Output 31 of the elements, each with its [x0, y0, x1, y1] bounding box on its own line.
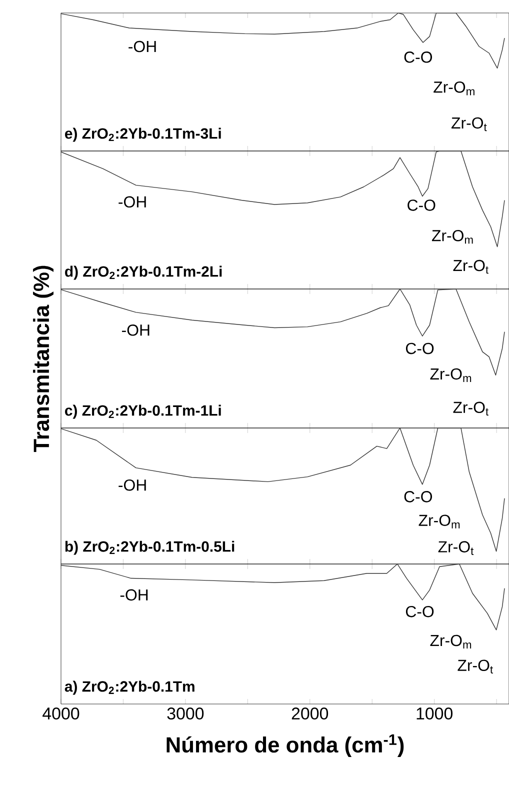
x-tick-label: 2000 [292, 708, 328, 720]
annotation: C-O [406, 606, 434, 618]
annotation: Zr-O$_{m}$ [430, 634, 471, 649]
x-tick-label: 1000 [416, 708, 452, 720]
text: e) ZrO$_{2}$:2Yb-0.1Tm-3Li [64, 128, 221, 142]
annotation: Zr-O$_{t}$ [453, 402, 488, 416]
text: a) ZrO$_{2}$:2Yb-0.1Tm [64, 680, 194, 695]
annotation: Zr-O$_{t}$ [451, 117, 487, 132]
annotation: -OH [120, 589, 148, 601]
annotation: Zr-O$_{m}$ [434, 81, 474, 96]
annotation: Zr-O$_{m}$ [432, 230, 473, 244]
text: d) ZrO$_{2}$:2Yb-0.1Tm-2Li [64, 266, 222, 280]
annotation: Zr-O$_{t}$ [458, 660, 493, 674]
annotation: Zr-O$_{t}$ [453, 260, 488, 274]
annotation: Zr-O$_{t}$ [438, 541, 474, 555]
annotation: Zr-O$_{m}$ [418, 514, 460, 528]
annotation: C-O [404, 52, 432, 63]
annotation: -OH [118, 479, 146, 491]
x-tick-label: 3000 [167, 708, 204, 720]
annotation: C-O [406, 342, 434, 354]
text: b) ZrO$_{2}$:2Yb-0.1Tm-0.5Li [65, 540, 234, 555]
x-tick-label: 4000 [42, 708, 80, 720]
annotation: C-O [408, 200, 436, 211]
annotation: -OH [128, 40, 156, 52]
y-axis-title: Transmitancia (%) [32, 266, 54, 452]
annotation: -OH [122, 324, 150, 336]
annotation: -OH [118, 196, 146, 208]
annotation: Zr-O$_{m}$ [430, 368, 471, 382]
annotation: C-O [404, 491, 432, 502]
x-axis-title: Número de onda (cm$^{-1}$) [166, 734, 404, 757]
text: c) ZrO$_{2}$:2Yb-0.1Tm-1Li [64, 404, 221, 419]
